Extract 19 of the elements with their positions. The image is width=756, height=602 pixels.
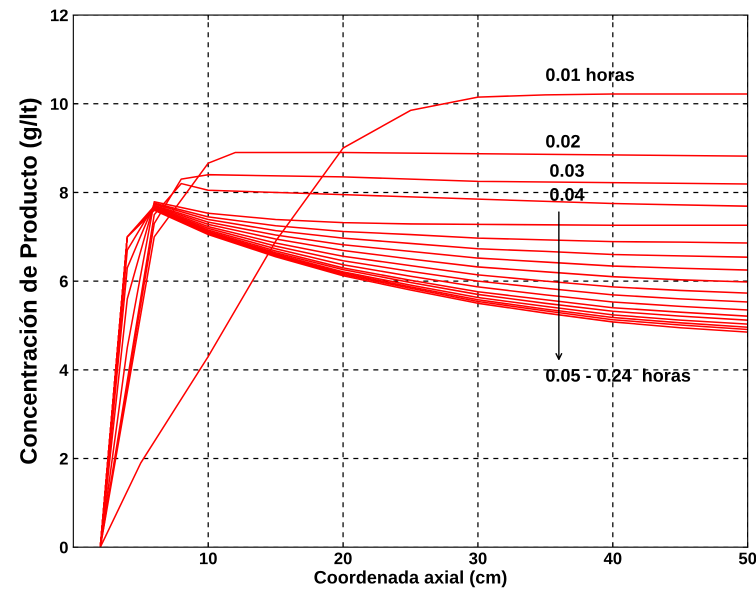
x-tick-label: 40 bbox=[604, 552, 622, 564]
x-tick-label: 50 bbox=[738, 552, 756, 564]
x-tick-label: 10 bbox=[200, 552, 217, 564]
x-tick-label: 20 bbox=[334, 552, 352, 564]
annotation: 0.01 horas bbox=[546, 68, 634, 82]
y-tick-label: 10 bbox=[50, 98, 68, 110]
y-axis-title: Concentración de Producto (g/lt) bbox=[19, 98, 42, 464]
y-tick-label: 2 bbox=[60, 452, 68, 465]
annotation: 0.03 bbox=[550, 164, 584, 177]
y-tick-label: 4 bbox=[59, 364, 68, 376]
x-tick-label: 30 bbox=[469, 552, 487, 564]
y-tick-label: 6 bbox=[60, 276, 68, 288]
annotation: 0.04 bbox=[550, 188, 584, 201]
y-tick-label: 8 bbox=[60, 186, 68, 199]
y-tick-label: 0 bbox=[60, 542, 68, 554]
annotation: 0.05 - 0.24 horas bbox=[546, 368, 690, 382]
x-axis-title: Coordenada axial (cm) bbox=[314, 570, 506, 588]
annotation: 0.02 bbox=[546, 134, 580, 148]
y-tick-label: 12 bbox=[50, 9, 68, 22]
